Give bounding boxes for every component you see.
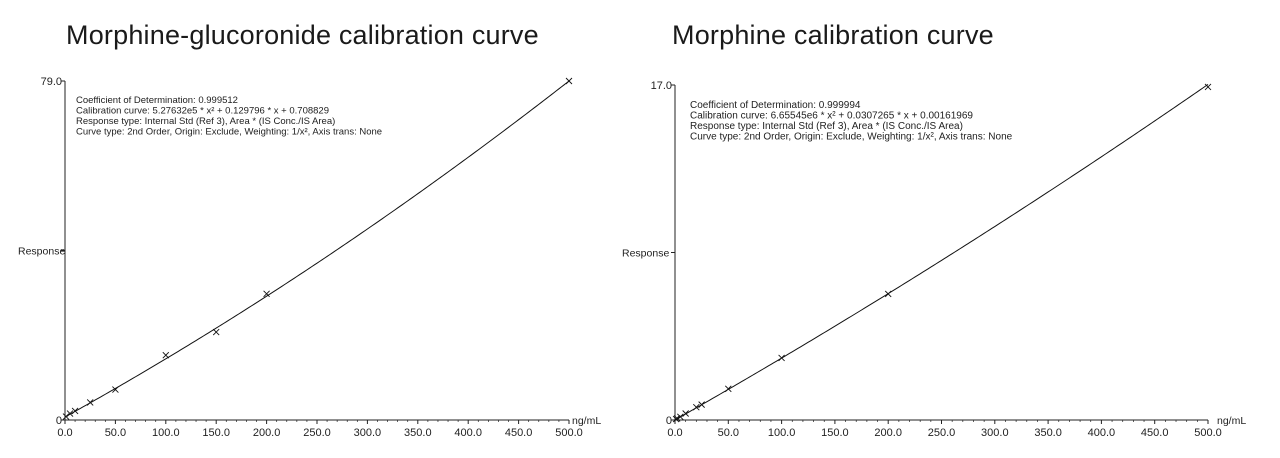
chart-panel-morphine: Morphine calibration curve 0.0 50.0 100.0 1… [622,0,1280,458]
data-point [565,77,573,85]
chart-panel-morphine-glucoronide: Morphine-glucoronide calibration curve 0… [18,20,601,439]
chart-title: Morphine-glucoronide calibration curve [66,20,539,50]
y-axis-label: Response [622,248,669,260]
fit-curve [674,84,1209,421]
annotation-line: Curve type: 2nd Order, Origin: Exclude, … [76,127,382,138]
x-tick-label: 300.0 [354,427,382,439]
data-point [724,385,732,393]
data-point [884,290,892,298]
data-point [682,410,689,417]
fit-curve [64,80,570,418]
x-tick-label: 250.0 [928,427,956,439]
annotation-line: Calibration curve: 5.27632e5 * x² + 0.12… [76,106,329,117]
y-tick-label: 17.0 [651,80,672,92]
data-point [66,410,74,417]
y-axis-label: Response [18,246,65,258]
data-point [698,401,705,408]
y-tick-label: 0 [666,415,672,427]
x-tick-label: 100.0 [768,427,796,439]
data-point [778,354,785,362]
annotation-line: Response type: Internal Std (Ref 3), Are… [690,121,963,132]
data-point [86,399,94,406]
calibration-plot: 0.0 50.0 100.0 150.0 200.0 250.0 300.0 350.0 400… [18,76,601,439]
data-point [677,413,684,421]
x-axis-label: ng/mL [1217,415,1246,427]
x-tick-label: 0.0 [57,427,72,439]
x-tick-label: 450.0 [505,427,533,439]
data-point [212,328,220,336]
x-tick-label: 500.0 [555,427,583,439]
x-tick-label: 300.0 [981,427,1009,439]
x-tick-label: 100.0 [152,427,180,439]
data-point [673,415,681,422]
x-tick-label: 150.0 [821,427,849,439]
x-tick-label: 0.0 [667,427,682,439]
x-tick-label: 350.0 [404,427,432,439]
y-tick-label: 0 [56,415,62,427]
x-tick-label: 400.0 [454,427,482,439]
x-tick-label: 500.0 [1194,427,1222,439]
x-tick-label: 50.0 [718,427,739,439]
x-tick-label: 250.0 [303,427,331,439]
x-tick-label: 50.0 [105,427,126,439]
x-tick-label: 150.0 [202,427,230,439]
data-point [1204,83,1212,91]
data-point [162,351,170,359]
x-tick-label: 350.0 [1034,427,1062,439]
data-point [693,403,700,411]
x-tick-label: 400.0 [1088,427,1116,439]
data-point [263,290,270,298]
annotation-line: Calibration curve: 6.65545e6 * x² + 0.03… [690,111,973,122]
calibration-plot: 0.0 50.0 100.0 150.0 200.0 250.0 300.0 350.0 400… [622,80,1246,439]
annotation-line: Response type: Internal Std (Ref 3), Are… [76,116,335,127]
annotation-line: Coefficient of Determination: 0.999512 [76,95,238,106]
data-point [62,413,70,420]
annotation-line: Curve type: 2nd Order, Origin: Exclude, … [690,132,1013,143]
x-tick-label: 450.0 [1141,427,1169,439]
data-point [71,407,79,415]
y-tick-label: 79.0 [41,76,62,88]
annotation-line: Coefficient of Determination: 0.999994 [690,100,861,111]
x-tick-label: 200.0 [874,427,902,439]
x-axis-label: ng/mL [572,415,601,427]
data-point [112,386,119,393]
chart-title: Morphine calibration curve [672,20,994,50]
x-tick-label: 200.0 [253,427,281,439]
